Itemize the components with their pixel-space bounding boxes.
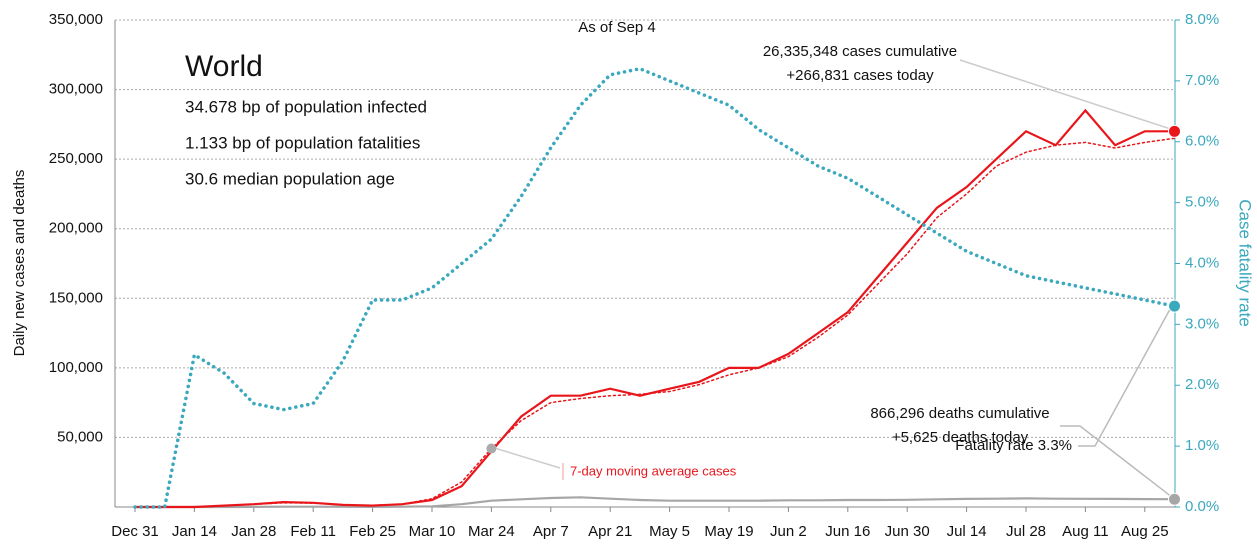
- annotation: 7-day moving average cases: [570, 463, 737, 478]
- y-tick-label: 100,000: [49, 359, 103, 376]
- avg-marker: [486, 443, 497, 454]
- chart-title: World: [185, 50, 263, 83]
- series-line: [133, 66, 1177, 509]
- y2-tick-label: 5.0%: [1185, 194, 1219, 211]
- annotation: +5,625 deaths today: [892, 429, 1029, 446]
- y-tick-label: 250,000: [49, 150, 103, 167]
- x-tick-label: Mar 10: [409, 523, 456, 540]
- stat: 30.6 median population age: [185, 169, 395, 188]
- y2-tick-label: 2.0%: [1185, 376, 1219, 393]
- x-tick-label: Aug 25: [1121, 523, 1169, 540]
- stat: 34.678 bp of population infected: [185, 97, 427, 116]
- y-axis-label: Daily new cases and deaths: [11, 170, 28, 357]
- x-tick-label: Mar 24: [468, 523, 515, 540]
- x-tick-label: May 5: [649, 523, 690, 540]
- end-marker: [1168, 124, 1181, 138]
- annotation: 866,296 deaths cumulative: [870, 405, 1049, 422]
- x-tick-label: Jun 16: [825, 523, 870, 540]
- end-marker: [1168, 492, 1181, 506]
- y-tick-label: 300,000: [49, 81, 103, 98]
- x-tick-label: Aug 11: [1062, 523, 1108, 540]
- series-line: [133, 496, 1176, 509]
- y-tick-label: 50,000: [57, 428, 103, 445]
- y2-tick-label: 6.0%: [1185, 133, 1219, 150]
- x-tick-label: May 19: [704, 523, 753, 540]
- y2-tick-label: 1.0%: [1185, 437, 1219, 454]
- x-tick-label: Apr 7: [533, 523, 569, 540]
- x-tick-label: Feb 25: [349, 523, 396, 540]
- callout-line: [959, 59, 1169, 130]
- x-tick-label: Dec 31: [111, 523, 159, 540]
- annotation: 26,335,348 cases cumulative: [763, 43, 957, 60]
- end-marker: [1168, 299, 1181, 313]
- y2-axis-label: Case fatality rate: [1236, 199, 1255, 327]
- y2-tick-label: 7.0%: [1185, 72, 1219, 89]
- y2-tick-label: 3.0%: [1185, 315, 1219, 332]
- subtitle: As of Sep 4: [578, 19, 656, 36]
- x-tick-label: Jul 28: [1006, 523, 1046, 540]
- x-tick-label: Feb 11: [290, 523, 336, 540]
- y-tick-label: 350,000: [49, 11, 103, 28]
- y-tick-label: 150,000: [49, 289, 103, 306]
- x-tick-label: Jul 14: [947, 523, 987, 540]
- x-tick-label: Jan 28: [231, 523, 276, 540]
- y2-tick-label: 8.0%: [1185, 11, 1219, 28]
- x-tick-label: Jun 30: [885, 523, 930, 540]
- callout-line: [1078, 309, 1171, 447]
- x-tick-label: Jun 2: [770, 523, 807, 540]
- y2-tick-label: 4.0%: [1185, 254, 1219, 271]
- annotation: Fatality rate 3.3%: [955, 437, 1072, 454]
- stat: 1.133 bp of population fatalities: [185, 133, 420, 152]
- series-line: [133, 108, 1176, 509]
- y2-tick-label: 0.0%: [1185, 498, 1219, 515]
- annotation: +266,831 cases today: [786, 67, 934, 84]
- callout-line: [496, 447, 561, 469]
- callout-line: [1060, 425, 1170, 496]
- x-tick-label: Apr 21: [588, 523, 632, 540]
- y-tick-label: 200,000: [49, 220, 103, 237]
- x-tick-label: Jan 14: [172, 523, 217, 540]
